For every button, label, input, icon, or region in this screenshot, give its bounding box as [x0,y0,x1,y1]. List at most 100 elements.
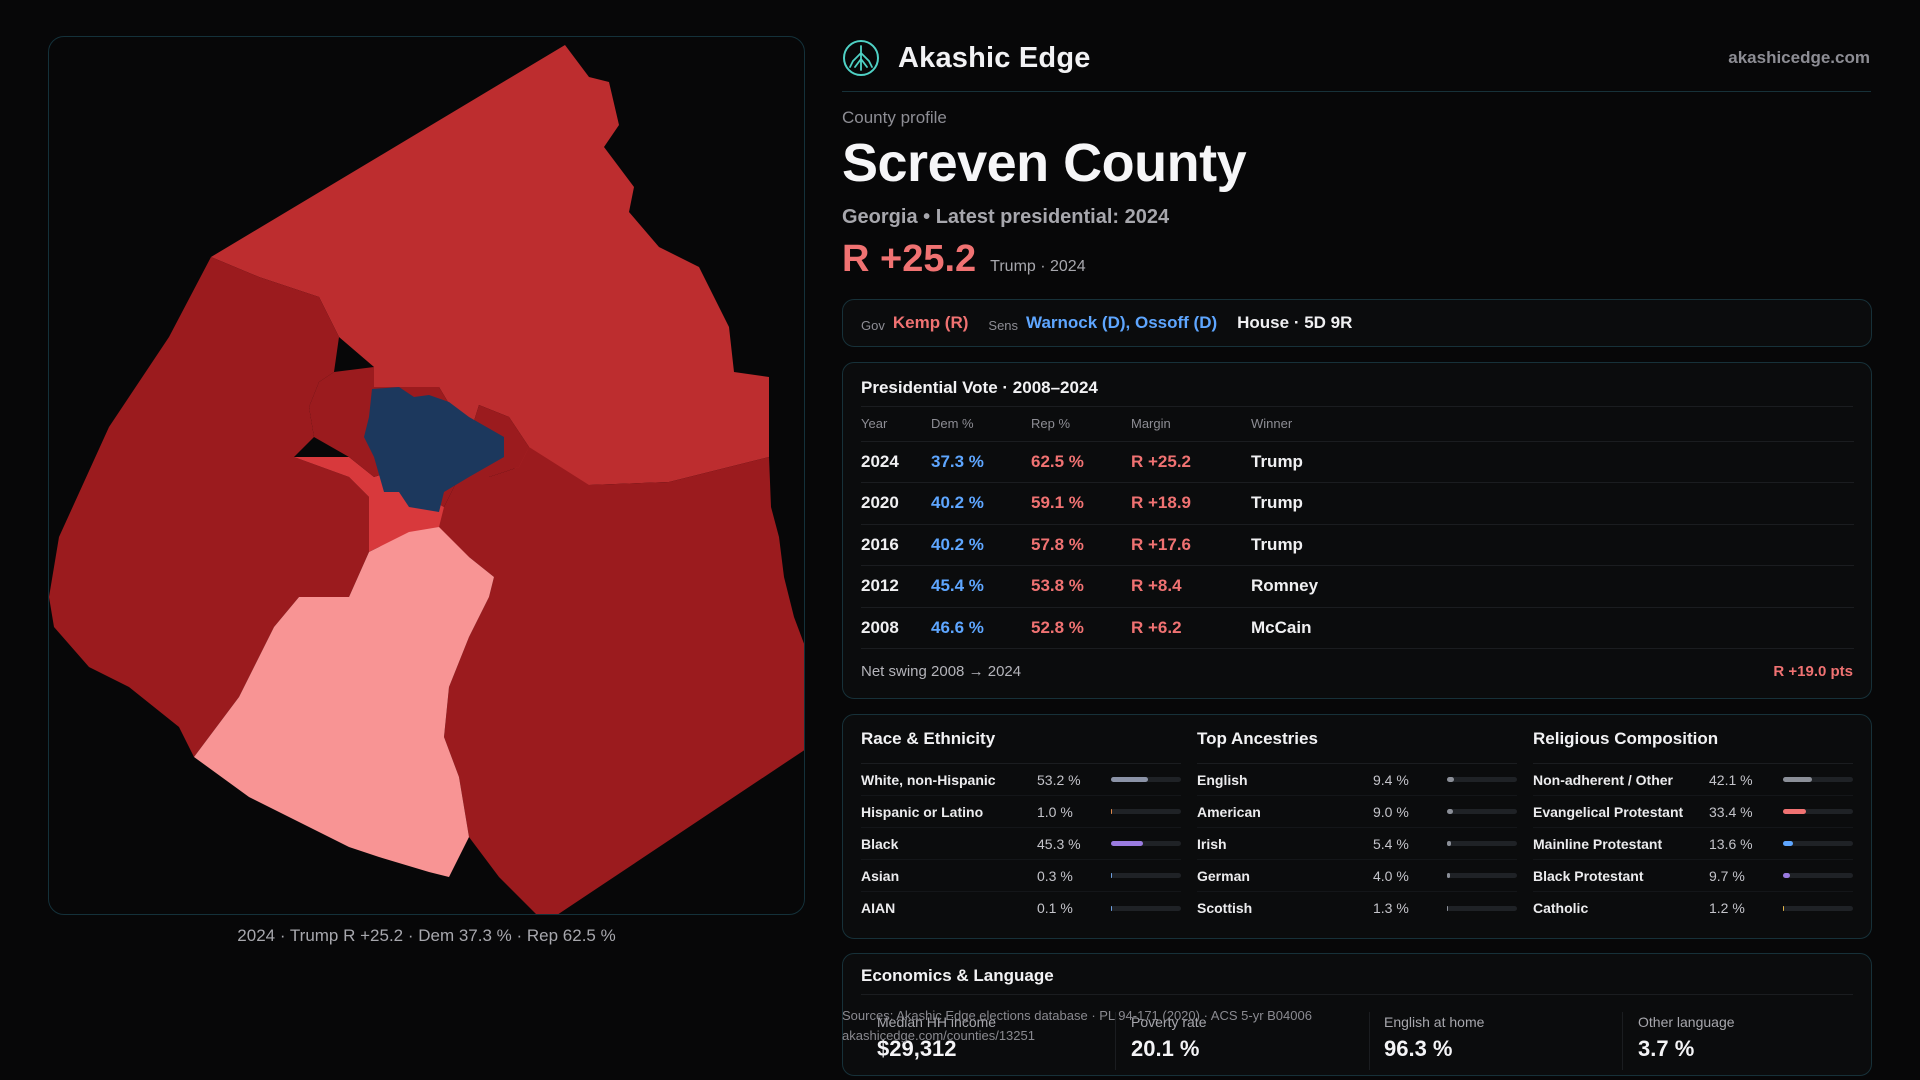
item-value: 33.4 % [1709,803,1753,820]
share-bar-fill [1783,777,1813,782]
item-value: 45.3 % [1037,835,1081,852]
item-label: AIAN [861,900,896,916]
cell-rep: 57.8 % [1031,524,1131,566]
governor[interactable]: Kemp (R) [892,313,969,332]
share-bar [1447,905,1517,911]
cell-dem: 40.2 % [931,482,1031,525]
county-map-panel[interactable] [48,36,805,915]
cell-rep: 59.1 % [1031,482,1131,525]
share-bar-fill [1783,841,1793,846]
section-title: Top Ancestries [1197,729,1318,748]
precinct-east[interactable] [409,447,805,915]
precinct-southwest[interactable] [194,527,494,877]
share-bar [1783,809,1853,814]
share-bar-fill [1111,905,1113,911]
share-bar [1111,777,1181,782]
race-ethnicity-section: Race & Ethnicity White, non-Hispanic 53.2 … [861,729,1181,924]
precinct-dem[interactable] [364,387,504,512]
item-label: American [1197,803,1261,820]
table-row[interactable]: 2024 37.3 % 62.5 % R +25.2 Trump [861,441,1854,483]
map-caption: 2024 · Trump R +25.2 · Dem 37.3 % · Rep … [237,926,616,945]
share-bar [1111,841,1181,846]
col-winner: Winner [1251,407,1854,442]
card-title: Economics & Language [861,966,1054,985]
share-bar [1111,809,1181,814]
precinct-north[interactable] [211,45,769,507]
table-row[interactable]: 2020 40.2 % 59.1 % R +18.9 Trump [861,482,1854,525]
share-bar-fill [1111,873,1113,878]
cell-dem: 37.3 % [931,441,1031,483]
share-bar [1447,873,1517,878]
cell-winner: Trump [1251,441,1854,483]
share-bar [1783,905,1853,911]
item-value: 1.3 % [1373,900,1409,916]
margin-note: Trump · 2024 [990,258,1086,275]
cell-winner: Trump [1251,482,1854,525]
section-title: Race & Ethnicity [861,729,996,748]
item-value: 53.2 % [1037,771,1081,788]
share-bar [1783,873,1853,878]
table-row[interactable]: 2008 46.6 % 52.8 % R +6.2 McCain [861,607,1854,649]
cell-winner: McCain [1251,607,1854,649]
item-label: English [1197,771,1248,788]
cell-year: 2016 [861,524,931,566]
list-item: White, non-Hispanic 53.2 % [861,764,1181,796]
cell-dem: 45.4 % [931,565,1031,608]
list-item: Non-adherent / Other 42.1 % [1533,764,1853,796]
precinct-west[interactable] [49,257,369,757]
item-value: 9.0 % [1373,803,1409,820]
list-item: Black 45.3 % [861,828,1181,860]
item-value: 0.3 % [1037,867,1073,884]
divider [861,763,1181,764]
divider [861,406,1853,407]
list-item: English 9.4 % [1197,764,1517,796]
item-value: 1.0 % [1037,803,1073,820]
item-label: Mainline Protestant [1533,835,1663,852]
demographics-card: Race & Ethnicity White, non-Hispanic 53.2 … [842,714,1872,939]
item-value: 13.6 % [1709,835,1753,852]
share-bar-fill [1783,873,1790,878]
cell-year: 2024 [861,441,931,483]
item-label: White, non-Hispanic [861,771,996,788]
stat-median-income: Median HH income $29,312 [877,1014,996,1062]
list-item: Hispanic or Latino 1.0 % [861,796,1181,828]
share-bar [1111,905,1181,911]
cell-year: 2008 [861,607,931,649]
divider [861,994,1853,995]
divider [1197,763,1517,764]
cell-dem: 40.2 % [931,524,1031,566]
cell-winner: Trump [1251,524,1854,566]
stat-value: $29,312 [877,1036,957,1061]
brand[interactable]: Akashic Edge [842,38,1091,78]
cell-year: 2020 [861,482,931,525]
stat-other-language: Other language 3.7 % [1638,1014,1735,1062]
col-rep: Rep % [1031,407,1131,442]
card-title: Presidential Vote · 2008–2024 [861,378,1098,397]
list-item: Black Protestant 9.7 % [1533,860,1853,892]
divider [1622,1012,1623,1070]
header-divider [842,91,1871,92]
religion-section: Religious Composition Non-adherent / Othe… [1533,729,1853,924]
stat-value: 96.3 % [1384,1036,1453,1061]
senators[interactable]: Warnock (D), Ossoff (D) [1026,313,1218,332]
sources-url[interactable]: akashicedge.com/counties/13251 [842,1028,1035,1043]
item-value: 9.7 % [1709,867,1745,884]
table-row[interactable]: 2012 45.4 % 53.8 % R +8.4 Romney [861,565,1854,608]
stat-poverty-rate: Poverty rate 20.1 % [1131,1014,1206,1062]
precinct-map[interactable] [49,37,805,915]
list-item: Scottish 1.3 % [1197,892,1517,924]
swing-value: R +19.0 pts [1773,663,1853,680]
item-value: 42.1 % [1709,771,1753,788]
col-margin: Margin [1131,407,1251,442]
cell-margin: R +17.6 [1131,524,1251,566]
presidential-table: Year Dem % Rep % Margin Winner 2024 37.3 … [861,407,1854,649]
site-link[interactable]: akashicedge.com [1728,48,1870,67]
item-label: Irish [1197,835,1227,852]
section-title: Religious Composition [1533,729,1719,748]
item-label: Black [861,835,899,852]
item-value: 5.4 % [1373,835,1409,852]
cell-rep: 62.5 % [1031,441,1131,483]
stat-value: 20.1 % [1131,1036,1200,1061]
table-row[interactable]: 2016 40.2 % 57.8 % R +17.6 Trump [861,524,1854,566]
margin-value: R +25.2 [842,238,977,280]
